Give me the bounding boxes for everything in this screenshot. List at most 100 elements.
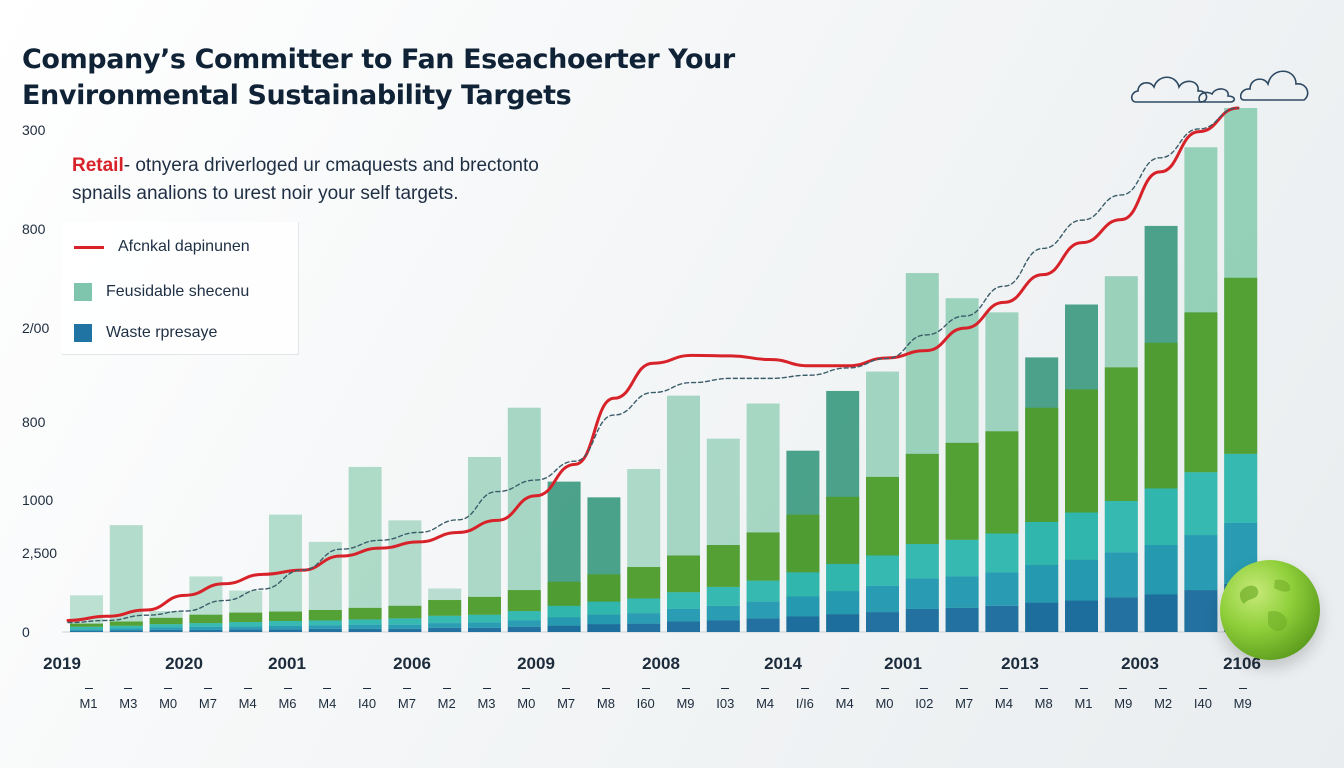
bar-stack-segment [149,624,183,628]
bar-stack-segment [667,608,700,622]
chart-subtitle: Retail- otnyera driverloged ur cmaquests… [72,152,539,208]
x-tick-mark [243,688,252,689]
x-month-label: M1 [1074,696,1093,711]
x-tick-mark [203,688,212,689]
bar-stack-segment [109,628,143,631]
bar-stack-segment [269,611,302,621]
bar-stack-segment [1184,472,1218,536]
x-month-label: M2 [1154,696,1173,711]
x-tick-mark [124,688,133,689]
x-month-label: M0 [159,696,178,711]
dashed-trend-line [67,107,1239,624]
bar-stack-segment [189,629,223,632]
y-tick-label: 2/00 [22,320,50,336]
x-tick-mark [1079,688,1088,689]
bar-stack-segment [945,576,979,608]
bar-stack-segment [468,627,501,632]
bar-stack-segment [1104,597,1138,632]
bar-stack-segment [149,627,183,630]
bar-stack-segment [468,596,501,615]
x-month-label: M3 [119,696,138,711]
x-year-label: 2020 [165,654,203,673]
subtitle-line-1: - otnyera driverloged ur cmaquests and b… [123,155,539,176]
legend-label: Afcnkal dapinunen [118,238,250,255]
x-month-label: M4 [756,696,775,711]
bar-stack-segment [468,614,501,623]
bar-stack-segment [70,630,103,632]
bar-stack-segment [1104,501,1138,553]
bar-stack-segment [1144,545,1178,595]
x-year-label: 2013 [1001,654,1039,673]
legend-item-line: Afcnkal dapinunen [74,238,250,256]
bar-stack-segment [866,476,899,556]
x-tick-mark [761,688,770,689]
x-tick-mark [482,688,491,689]
x-tick-mark [283,688,292,689]
red-trend-line [66,106,1240,622]
x-month-label: I02 [915,696,934,711]
x-tick-mark [880,688,889,689]
bar-stack-segment [229,612,263,623]
bar-stack-segment [1025,407,1059,522]
x-month-label: I03 [716,696,735,711]
bar-stack-segment [786,596,820,617]
x-tick-mark [84,688,93,689]
bar-stack-segment [1065,600,1098,632]
bar-stack-segment [308,628,342,632]
x-month-label: M4 [994,696,1013,711]
x-year-label: 2019 [43,654,81,673]
bar-stack-segment [985,605,1019,632]
bar-stack-segment [149,629,183,632]
bar-stack-segment [109,625,143,629]
x-year-label: 2001 [268,654,306,673]
x-month-label: M7 [955,696,974,711]
bar-stack-segment [786,616,820,632]
bar-stack-segment [1025,564,1059,603]
bar-stack-segment [627,598,661,614]
x-month-label: I/I6 [795,696,814,711]
x-year-label: 2006 [393,654,431,673]
bar-stack-segment [945,442,979,540]
bar-stack-segment [746,601,780,619]
x-tick-mark [960,688,969,689]
bar-stack-segment [945,539,979,577]
bar-stack-segment [428,623,462,628]
bar-stack-segment [308,620,342,626]
x-tick-mark [641,688,650,689]
x-month-label: M0 [517,696,536,711]
x-tick-mark [323,688,332,689]
bar-stack-segment [1025,521,1059,565]
bar-stack-segment [706,545,740,587]
bar-stack-segment [1184,312,1218,473]
y-tick-label: 800 [22,414,46,430]
x-month-label: M8 [596,696,615,711]
bar-stack-segment [746,618,780,632]
bar-stack-segment [507,590,541,612]
bar-stack-segment [627,613,661,624]
bar-stack-segment [826,563,860,592]
x-month-label: M0 [875,696,894,711]
bar-stack-segment [746,580,780,602]
bar-stack-segment [547,625,581,632]
bar-stack-segment [269,625,302,630]
title-line-2: Environmental Sustainability Targets [22,80,572,111]
bar-stack-segment [388,624,422,629]
bar-stack-segment [667,592,700,609]
bar-stack-segment [547,581,581,606]
bar-stack-segment [1065,512,1098,560]
x-month-label: M6 [278,696,297,711]
bar-stack-segment [388,628,422,632]
bar-stack-segment [269,629,302,632]
bar-stack-segment [1104,367,1138,501]
x-year-label: 2001 [884,654,922,673]
bar-stack-segment [109,630,143,632]
bar-stack-segment [1144,594,1178,632]
bar-stack-segment [269,620,302,626]
x-tick-mark [999,688,1008,689]
x-month-label: M3 [477,696,496,711]
bar-stack-segment [945,607,979,632]
x-tick-mark [721,688,730,689]
x-year-label: 2003 [1121,654,1159,673]
bar-stack-segment [746,532,780,581]
x-month-label: M4 [318,696,337,711]
